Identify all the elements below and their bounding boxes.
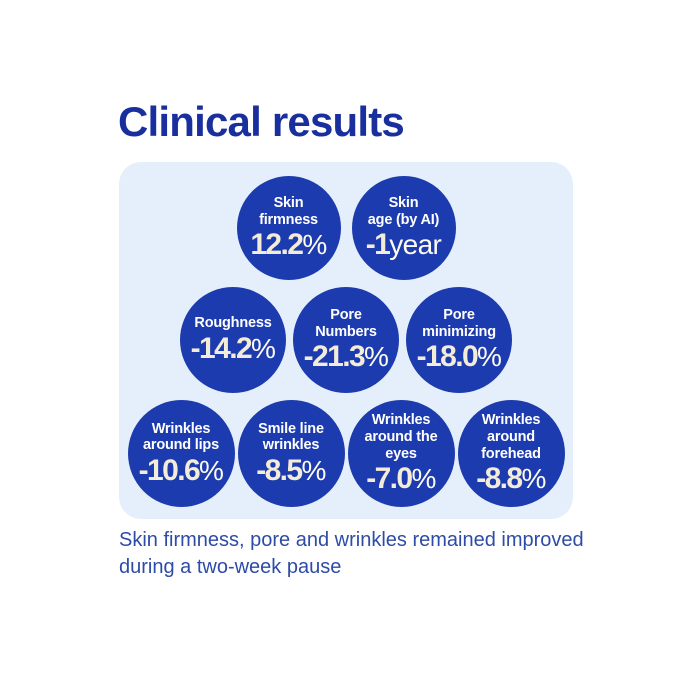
result-value: -8.5% <box>256 453 326 487</box>
result-value: -10.6% <box>138 453 224 487</box>
result-value: -14.2% <box>190 332 276 365</box>
result-bubble-roughness: Roughness -14.2% <box>180 287 286 393</box>
caption-line-1: Skin firmness, pore and wrinkles remaine… <box>119 529 584 551</box>
result-label: Skin firmness <box>259 195 318 228</box>
result-value: -21.3% <box>303 340 389 374</box>
caption-text: Skin firmness, pore and wrinkles remaine… <box>119 527 584 581</box>
result-bubble-smile-line: Smile line wrinkles -8.5% <box>237 400 345 507</box>
result-label: Skin age (by AI) <box>367 195 440 228</box>
result-label: Pore minimizing <box>422 307 496 340</box>
page-title: Clinical results <box>118 98 405 145</box>
result-label: Wrinkles around the eyes <box>364 412 438 462</box>
results-row-1: Skin firmness 12.2% Skin age (by AI) -1y… <box>236 176 456 280</box>
results-panel: Skin firmness 12.2% Skin age (by AI) -1y… <box>119 162 573 519</box>
result-value: 12.2% <box>250 228 327 262</box>
result-label: Roughness <box>194 315 272 332</box>
result-label: Smile line wrinkles <box>258 420 324 454</box>
result-value: -8.8% <box>476 462 546 496</box>
results-row-2: Roughness -14.2% Pore Numbers -21.3% Por… <box>180 287 512 393</box>
results-row-3: Wrinkles around lips -10.6% Smile line w… <box>127 400 565 507</box>
result-bubble-pore-minimizing: Pore minimizing -18.0% <box>406 287 512 393</box>
result-value: -7.0% <box>366 462 436 496</box>
result-label: Wrinkles around lips <box>143 420 219 454</box>
result-bubble-skin-age: Skin age (by AI) -1year <box>351 176 456 280</box>
result-bubble-wrinkles-forehead: Wrinkles around forehead -8.8% <box>457 400 565 507</box>
result-bubble-skin-firmness: Skin firmness 12.2% <box>236 176 341 280</box>
result-label: Wrinkles around forehead <box>481 412 541 462</box>
result-bubble-wrinkles-lips: Wrinkles around lips -10.6% <box>127 400 235 507</box>
result-value: -1year <box>365 228 442 262</box>
result-bubble-wrinkles-eyes: Wrinkles around the eyes -7.0% <box>347 400 455 507</box>
result-bubble-pore-numbers: Pore Numbers -21.3% <box>293 287 399 393</box>
result-value: -18.0% <box>416 340 502 374</box>
result-label: Pore Numbers <box>315 307 377 340</box>
caption-line-2: during a two-week pause <box>119 556 342 578</box>
